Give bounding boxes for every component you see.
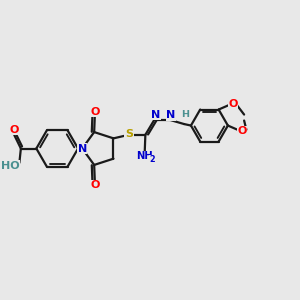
Text: O: O [90,180,100,190]
Text: HO: HO [1,161,20,171]
Text: O: O [9,125,18,135]
Text: N: N [151,110,160,120]
Text: NH: NH [136,151,153,161]
Text: O: O [228,99,238,109]
Text: O: O [90,107,100,117]
Text: H: H [181,110,189,119]
Text: N: N [78,143,87,154]
Text: 2: 2 [149,155,155,164]
Text: O: O [238,126,247,136]
Text: N: N [167,110,176,120]
Text: S: S [125,129,133,139]
